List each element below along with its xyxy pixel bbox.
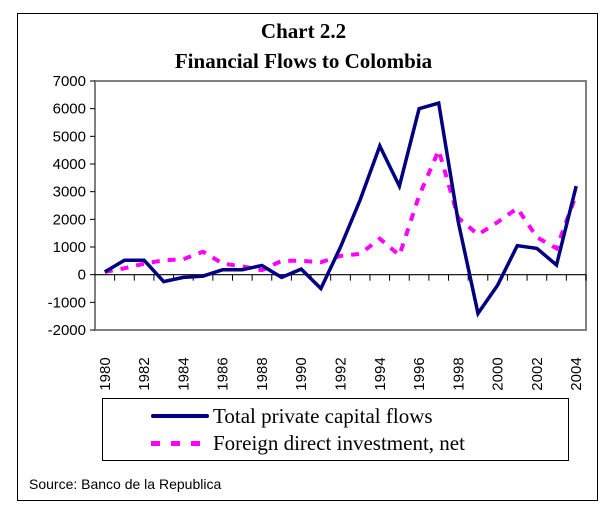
series-line-fdi-net: [104, 144, 579, 274]
y-tick-label: 7000: [53, 73, 86, 90]
y-axis-ticks: 7000 6000 5000 4000 3000 2000 1000 0 -1000 -2000: [48, 73, 95, 339]
x-tick-label: 1980: [97, 357, 114, 390]
y-tick-label: 2000: [53, 211, 86, 228]
legend: Total private capital flows Foreign dire…: [102, 398, 569, 461]
x-tick-label: 1988: [254, 357, 271, 390]
y-tick-label: 6000: [53, 101, 86, 118]
series-line-total-private-capital-flows: [103, 100, 578, 318]
x-tick-label: 1990: [293, 357, 310, 390]
x-tick-label: 1994: [372, 357, 389, 390]
y-tick-label: 0: [78, 267, 86, 284]
source-note: Source: Banco de la Republica: [29, 476, 222, 492]
x-tick-label: 2000: [490, 357, 507, 390]
x-tick-label: 1996: [411, 357, 428, 390]
legend-label: Foreign direct investment, net: [213, 430, 465, 455]
y-tick-label: -1000: [48, 294, 86, 311]
x-tick-label: 2004: [568, 357, 585, 390]
legend-label: Total private capital flows: [213, 403, 433, 428]
axes: [94, 80, 587, 331]
legend-swatch-solid: [151, 414, 209, 418]
chart-svg: 70006000500040003000200010000-1000-2000 …: [48, 73, 587, 391]
x-tick-label: 1986: [215, 357, 232, 390]
x-tick-label: 1992: [333, 357, 350, 390]
y-tick-label: 3000: [53, 184, 86, 201]
x-tick-label: 1998: [450, 357, 467, 390]
plot-area: [94, 80, 587, 331]
x-tick-label: 2002: [529, 357, 546, 390]
y-tick-label: 4000: [53, 156, 86, 173]
chart-frame: [17, 13, 598, 501]
chart-subtitle: Financial Flows to Colombia: [174, 49, 433, 73]
x-axis-ticks: 1980 1982 1984 1986 1988 1990 1992 1994 1996 1998…: [97, 357, 585, 390]
y-tick-label: 5000: [53, 128, 86, 145]
series-layer: [103, 100, 579, 318]
legend-item-total-private-capital-flows: Total private capital flows: [151, 403, 433, 429]
y-tick-label: 1000: [53, 239, 86, 256]
legend-item-fdi-net: Foreign direct investment, net: [151, 430, 465, 456]
y-tick-label: -2000: [48, 322, 86, 339]
chart-title: Chart 2.2: [260, 19, 347, 43]
x-tick-label: 1982: [136, 357, 153, 390]
x-tick-label: 1984: [175, 357, 192, 390]
legend-swatch-dashed: [151, 440, 209, 446]
